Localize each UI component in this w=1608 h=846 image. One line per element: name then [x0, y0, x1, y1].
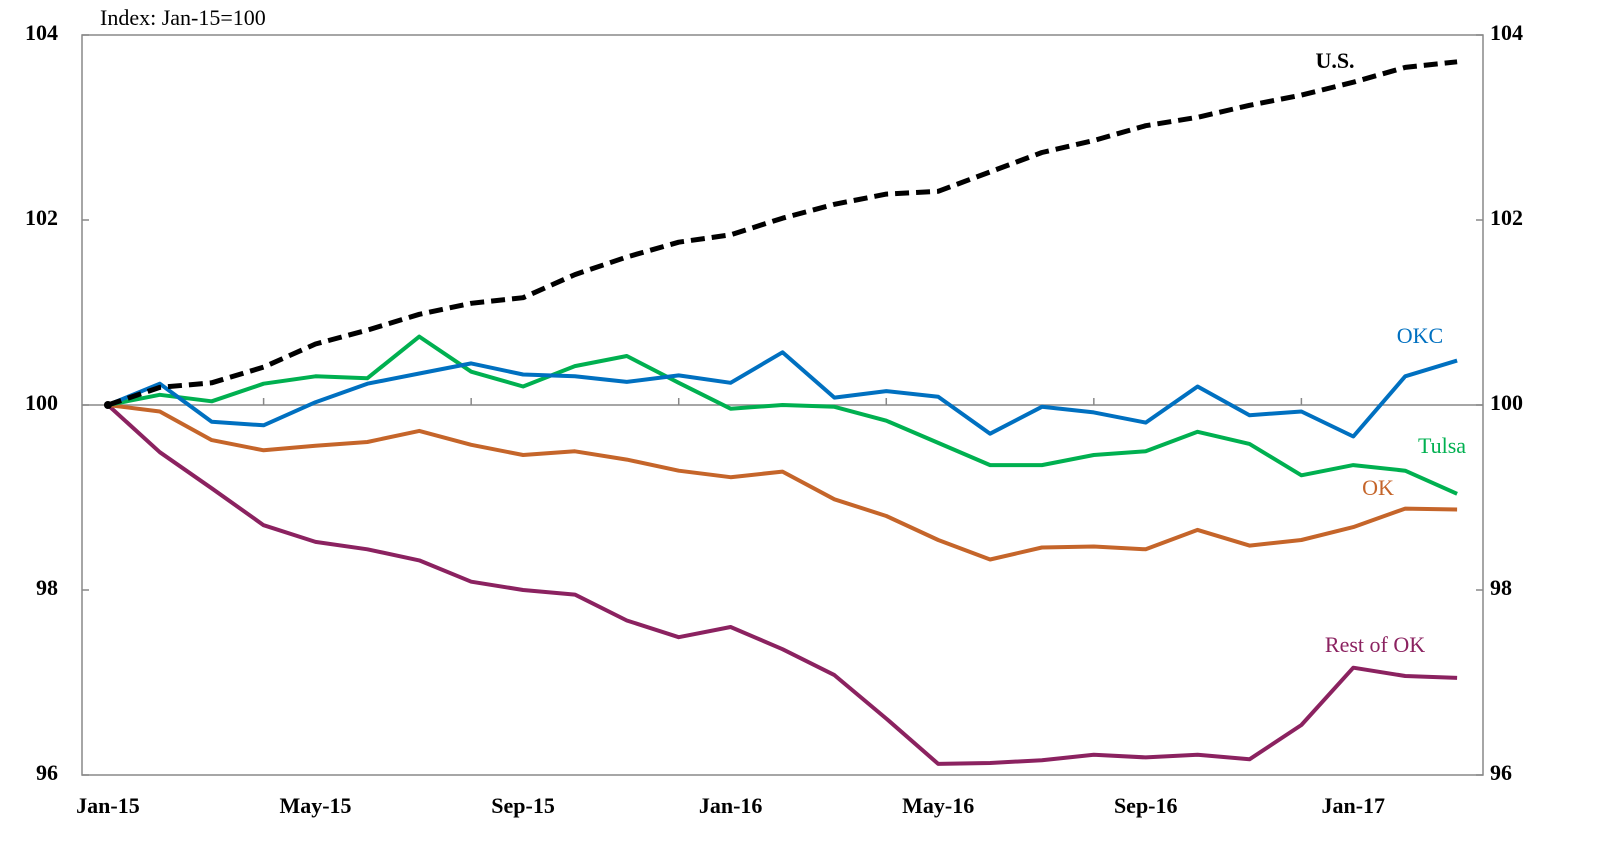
- x-tick-label: May-16: [902, 793, 974, 818]
- y2-tick-label: 96: [1490, 760, 1512, 785]
- x-tick-label: Sep-15: [491, 793, 555, 818]
- series-line: [107, 334, 1458, 496]
- series-line: [106, 403, 1458, 766]
- x-tick-label: Jan-15: [76, 793, 140, 818]
- y2-tick-label: 98: [1490, 575, 1512, 600]
- series-label: Tulsa: [1418, 433, 1466, 458]
- series-line: [107, 403, 1458, 562]
- series-label: OK: [1362, 475, 1394, 500]
- y-tick-label: 102: [25, 205, 58, 230]
- y-axis-label: Index: Jan-15=100: [100, 5, 266, 30]
- series-label: U.S.: [1315, 48, 1354, 73]
- x-tick-label: Jan-17: [1321, 793, 1385, 818]
- series-line: [107, 350, 1458, 439]
- y2-tick-label: 104: [1490, 20, 1523, 45]
- x-tick-label: May-15: [279, 793, 351, 818]
- x-tick-label: Sep-16: [1114, 793, 1178, 818]
- y-tick-label: 104: [25, 20, 58, 45]
- series-line: [107, 59, 1458, 408]
- series-label: Rest of OK: [1325, 632, 1425, 657]
- y2-tick-label: 102: [1490, 205, 1523, 230]
- start-dot: [103, 401, 112, 409]
- y2-tick-label: 100: [1490, 390, 1523, 415]
- x-tick-label: Jan-16: [699, 793, 763, 818]
- y-tick-label: 100: [25, 390, 58, 415]
- series-label: OKC: [1397, 323, 1443, 348]
- y-tick-label: 96: [36, 760, 58, 785]
- y-tick-label: 98: [36, 575, 58, 600]
